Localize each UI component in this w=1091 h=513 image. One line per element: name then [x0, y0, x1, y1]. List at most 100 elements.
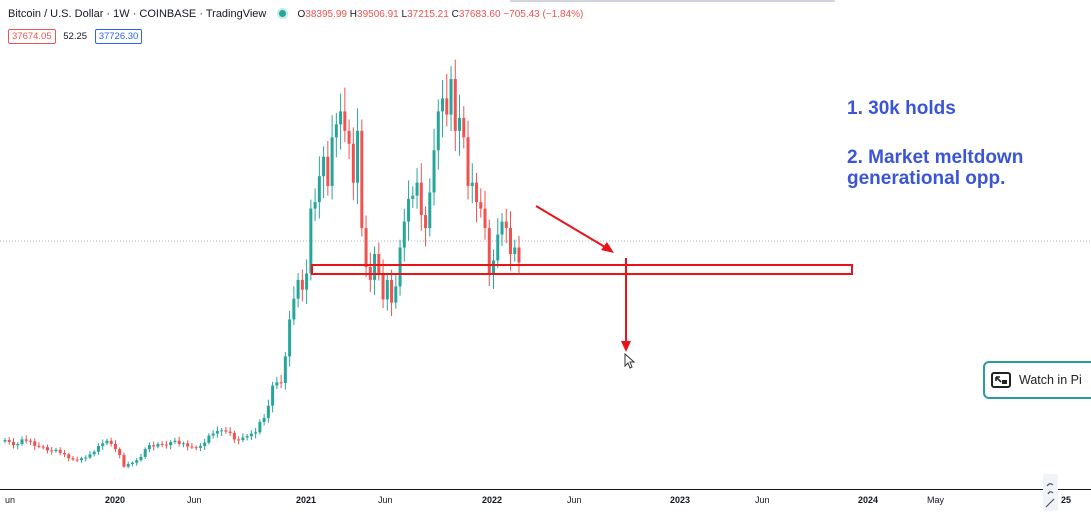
axis-tick-label: 2020 — [105, 495, 126, 505]
candle-body — [215, 430, 219, 434]
candle-body — [492, 260, 496, 274]
candle-body — [398, 247, 402, 287]
axis-tick-label: 2023 — [670, 495, 691, 505]
sell-price-button[interactable]: 37674.05 — [8, 29, 56, 44]
candle-body — [203, 442, 207, 446]
candle-body — [356, 130, 360, 183]
open-label: O — [297, 9, 306, 20]
candle-body — [266, 405, 270, 419]
candle-body — [152, 445, 156, 447]
candle-body — [75, 459, 79, 461]
candle-body — [207, 435, 211, 443]
picture-in-picture-icon — [991, 372, 1011, 388]
candle-body — [181, 443, 185, 445]
candle-body — [402, 221, 406, 248]
axis-tick-label: Jun — [567, 495, 582, 505]
candle-body — [330, 137, 334, 186]
candle-body — [96, 445, 100, 452]
candle-body — [483, 208, 487, 229]
candle-body — [79, 458, 83, 461]
watch-label: Watch in Pi — [1019, 373, 1082, 387]
candle-body — [513, 247, 517, 254]
candle-body — [109, 440, 113, 444]
candle-body — [283, 356, 287, 384]
candle-body — [271, 385, 275, 406]
price-chart[interactable] — [0, 0, 1091, 489]
candle-body — [7, 440, 11, 442]
change-value: −705.43 (−1.84%) — [503, 9, 584, 20]
candle-body — [292, 298, 296, 320]
candle-body — [496, 234, 500, 261]
candle-body — [160, 443, 164, 445]
ohlc-values: O38395.99 H39506.91 L37215.21 C37683.60 … — [298, 9, 584, 20]
candle-body — [288, 319, 292, 357]
symbol-title[interactable]: Bitcoin / U.S. Dollar · 1W · COINBASE · … — [8, 8, 267, 20]
candle-body — [500, 221, 504, 235]
candle-body — [92, 451, 96, 455]
candle-body — [126, 464, 130, 467]
candle-body — [122, 454, 126, 467]
candle-body — [28, 440, 32, 442]
candle-body — [428, 192, 432, 229]
candle-body — [424, 215, 428, 229]
candle-body — [258, 421, 262, 433]
candle-body — [169, 442, 173, 446]
candle-body — [45, 447, 49, 451]
candle-body — [449, 78, 453, 115]
candle-body — [419, 182, 423, 216]
candle-body — [445, 98, 449, 115]
axis-tick-label: Jun — [378, 495, 393, 505]
candle-body — [326, 156, 330, 186]
candle-body — [300, 279, 304, 290]
candle-body — [296, 279, 300, 299]
downtrend-arrow-line[interactable] — [535, 205, 611, 251]
candle-body — [360, 130, 364, 229]
high-value: 39506.91 — [357, 9, 399, 20]
watch-in-pip-button[interactable]: Watch in Pi — [983, 361, 1091, 399]
candle-body — [156, 443, 160, 447]
candle-body — [479, 202, 483, 209]
candle-body — [67, 454, 71, 459]
candle-body — [381, 273, 385, 300]
candle-body — [373, 254, 377, 280]
candle-body — [50, 450, 54, 452]
annotation-opportunity[interactable]: generational opp. — [847, 168, 1006, 189]
candle-body — [407, 198, 411, 222]
candle-body — [190, 446, 194, 448]
candle-body — [241, 437, 245, 441]
candle-body — [458, 117, 462, 131]
candle-body — [237, 439, 241, 441]
candle-body — [37, 445, 41, 447]
candle-body — [347, 130, 351, 144]
candle-body — [313, 202, 317, 209]
candle-body — [228, 431, 232, 433]
candle-body — [20, 439, 24, 444]
buy-price-button[interactable]: 37726.30 — [94, 29, 143, 44]
annotation-30k-holds[interactable]: 1. 30k holds — [847, 98, 956, 119]
candle-body — [504, 221, 508, 229]
candle-body — [487, 228, 491, 274]
candle-body — [322, 156, 326, 177]
candle-body — [343, 111, 347, 131]
candle-body — [130, 462, 134, 465]
bid-ask-panel: 37674.05 52.25 37726.30 — [8, 29, 143, 44]
candle-body — [385, 279, 389, 300]
meltdown-arrow-head — [621, 341, 631, 352]
candle-body — [453, 78, 457, 131]
candle-body — [262, 418, 266, 422]
candle-body — [279, 382, 283, 384]
candle-body — [54, 449, 58, 452]
support-zone-rectangle[interactable] — [311, 264, 853, 275]
candle-body — [84, 457, 88, 459]
candle-body — [177, 440, 181, 444]
candle-body — [88, 454, 92, 458]
annotation-meltdown[interactable]: 2. Market meltdown — [847, 147, 1024, 168]
axis-tick-label: 2021 — [296, 495, 317, 505]
candle-body — [462, 117, 466, 138]
candle-body — [275, 382, 279, 386]
candle-body — [105, 440, 109, 444]
candle-body — [475, 182, 479, 203]
candle-body — [224, 430, 228, 432]
axis-tick-label: 25 — [1061, 495, 1072, 505]
axis-scale-handle[interactable] — [1043, 474, 1058, 511]
